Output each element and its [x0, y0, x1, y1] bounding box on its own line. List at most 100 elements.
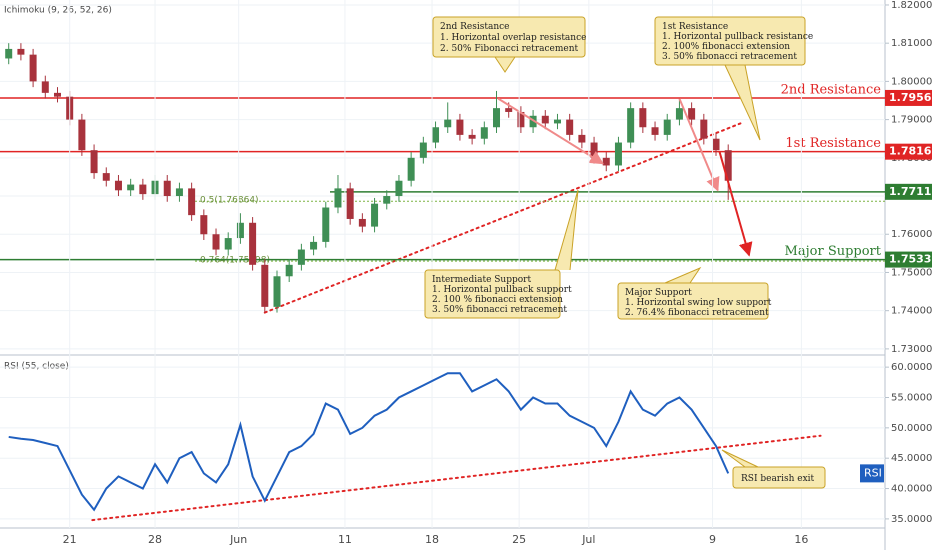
candle-body	[29, 54, 37, 82]
y-tick-label: 1.81000	[891, 38, 932, 49]
candle-body	[639, 108, 647, 128]
candle-body	[395, 180, 403, 197]
x-tick-label: 25	[512, 533, 526, 546]
annotation: 1st Resistance 1. Horizontal pullback re…	[654, 16, 813, 141]
arrow	[497, 97, 604, 165]
price-tag-label: 1.79567	[889, 91, 932, 104]
series-tag	[860, 464, 884, 483]
candle-body	[127, 184, 135, 191]
x-tick-label: Jun	[229, 533, 247, 546]
candle-body	[175, 188, 183, 197]
annotation-line: 2nd Resistance	[440, 22, 510, 32]
candle-body	[590, 142, 598, 158]
annotation-line: 2. 100 % fibonacci extension	[432, 295, 563, 305]
y-tick-label: 1.73000	[891, 344, 932, 355]
annotation-line: Intermediate Support	[432, 275, 531, 285]
price-tag	[885, 251, 932, 268]
candle-body	[688, 108, 696, 120]
y-tick-label: 55.0000	[891, 392, 932, 403]
candle-body	[261, 264, 269, 307]
candle-body	[224, 238, 232, 250]
arrow	[678, 98, 720, 192]
y-tick-label: 1.74000	[891, 306, 932, 317]
candle-body	[17, 48, 25, 55]
candle-body	[578, 134, 586, 143]
candle-body	[517, 111, 525, 128]
annotation-line: 2. 100% fibonacci extension	[662, 42, 790, 52]
price-tag-label: 1.77110	[889, 185, 932, 198]
annotation-line: 1. Horizontal overlap resistance	[440, 33, 586, 43]
candle-body	[310, 241, 318, 250]
candle-body	[200, 215, 208, 235]
candle-body	[371, 203, 379, 227]
candle-body	[383, 196, 391, 204]
candle-body	[419, 142, 427, 158]
x-tick-label: 28	[148, 533, 162, 546]
annotation-line: 3. 50% fibonacci retracement	[432, 305, 567, 315]
x-tick-label: 16	[794, 533, 808, 546]
candle-body	[627, 108, 635, 143]
candle-body	[346, 188, 354, 219]
y-tick-label: 1.79000	[891, 115, 932, 126]
candle-body	[602, 157, 610, 166]
y-tick-label: 40.0000	[891, 484, 932, 495]
x-tick-label: Jul	[581, 533, 595, 546]
plot-background	[0, 0, 885, 528]
y-tick-label: 1.80000	[891, 76, 932, 87]
annotation: Major Support 1. Horizontal swing low su…	[617, 266, 772, 320]
price-tag	[885, 143, 932, 160]
annotation-line: 3. 50% fibonacci retracement	[662, 52, 797, 62]
x-tick-label: 11	[338, 533, 352, 546]
level-name: 2nd Resistance	[781, 82, 882, 97]
candle-body	[163, 180, 171, 197]
candle-body	[53, 92, 61, 97]
annotation: Intermediate Support 1. Horizontal pullb…	[424, 189, 579, 319]
candle-body	[553, 119, 561, 124]
annotation-line: 1. Horizontal pullback resistance	[662, 32, 813, 42]
y-tick-label: 60.0000	[891, 362, 932, 373]
candle-body	[529, 115, 537, 128]
x-tick-label: 18	[425, 533, 439, 546]
annotation: RSI bearish exit	[721, 449, 826, 489]
candle-body	[322, 207, 330, 242]
annotation-line: 2. 76.4% fibonacci retracement	[625, 308, 769, 318]
candle-body	[188, 188, 196, 216]
rsi-line	[8, 372, 730, 512]
candle-body	[614, 142, 622, 166]
y-tick-label: 35.0000	[891, 514, 932, 525]
candle-body	[102, 173, 110, 181]
candle-body	[456, 119, 464, 135]
annotation-line: 1. Horizontal swing low support	[625, 298, 772, 308]
annotation-line: 1st Resistance	[662, 22, 728, 32]
candle-body	[90, 150, 98, 174]
candle-body	[249, 222, 257, 265]
candle-body	[663, 119, 671, 135]
series-tag-label: RSI	[864, 466, 882, 479]
price-tag	[885, 89, 932, 106]
trend-line	[91, 434, 822, 522]
candle-body	[493, 108, 501, 128]
candle-body	[468, 134, 476, 139]
candle-body	[407, 157, 415, 181]
candle-body	[712, 138, 720, 151]
arrow	[718, 151, 753, 257]
annotation: 2nd Resistance 1. Horizontal overlap res…	[432, 16, 586, 73]
y-tick-label: 50.0000	[891, 423, 932, 434]
candle-body	[5, 48, 13, 59]
price-tag	[885, 183, 932, 200]
candle-body	[700, 119, 708, 139]
price-tag-label: 1.75337	[889, 253, 932, 266]
x-tick-label: 9	[709, 533, 716, 546]
level-name: 1st Resistance	[785, 136, 881, 151]
level-name: Major Support	[785, 244, 882, 259]
annotation-line: 2. 50% Fibonacci retracement	[440, 44, 579, 54]
x-tick-label: 21	[63, 533, 77, 546]
fib-label: 0.5(1.76864)	[200, 196, 259, 206]
fib-label: 0.764(1.75298)	[200, 256, 270, 266]
candle-body	[358, 218, 366, 227]
candle-body	[285, 264, 293, 277]
annotation-line: Major Support	[625, 288, 692, 298]
candle-body	[724, 150, 732, 181]
candle-body	[505, 108, 513, 112]
